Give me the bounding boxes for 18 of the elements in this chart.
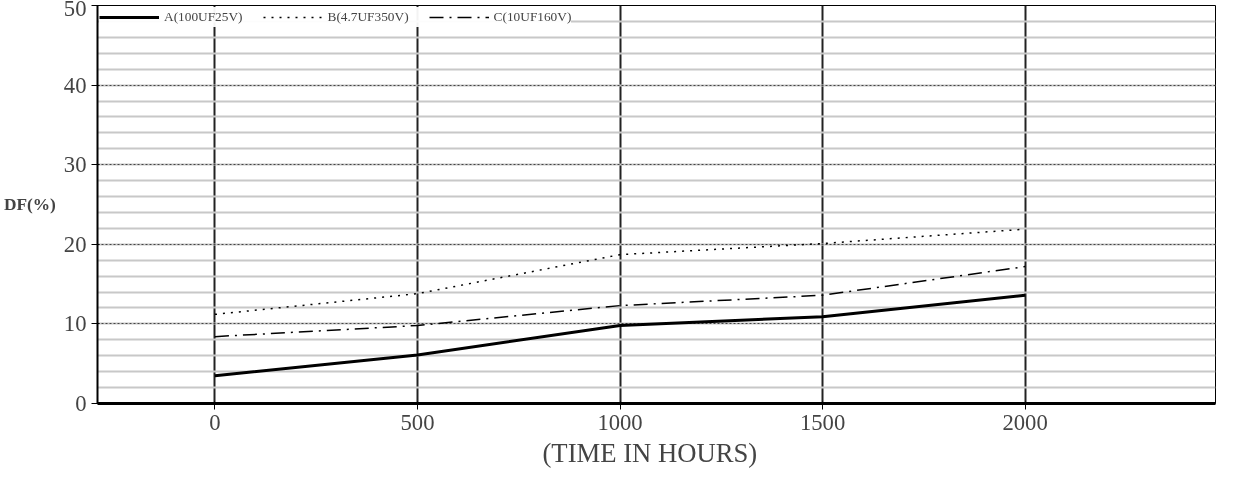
y-tick-label: 0	[75, 391, 87, 416]
x-tick-label: 1500	[799, 409, 846, 435]
legend-label: B(4.7UF350V)	[327, 9, 409, 25]
y-tick-label: 10	[63, 311, 87, 337]
x-tick-label: 0	[209, 409, 221, 435]
line-series	[214, 265, 1026, 338]
y-axis-title: DF(%)	[3, 195, 57, 214]
x-tick-label: 1000	[597, 409, 643, 435]
legend-label: A(100UF25V)	[164, 9, 243, 25]
y-tick-label: 30	[63, 152, 87, 178]
line-series	[213, 293, 1027, 378]
legend-label: C(10UF160V)	[493, 9, 572, 25]
y-tick-label: 50	[63, 0, 87, 21]
x-tick-label: 500	[400, 409, 435, 435]
x-tick-label: 2000	[1002, 409, 1048, 435]
y-tick-label: 20	[63, 231, 87, 257]
x-axis-title: (TIME IN HOURS)	[542, 437, 758, 468]
y-tick-label: 40	[63, 72, 87, 98]
